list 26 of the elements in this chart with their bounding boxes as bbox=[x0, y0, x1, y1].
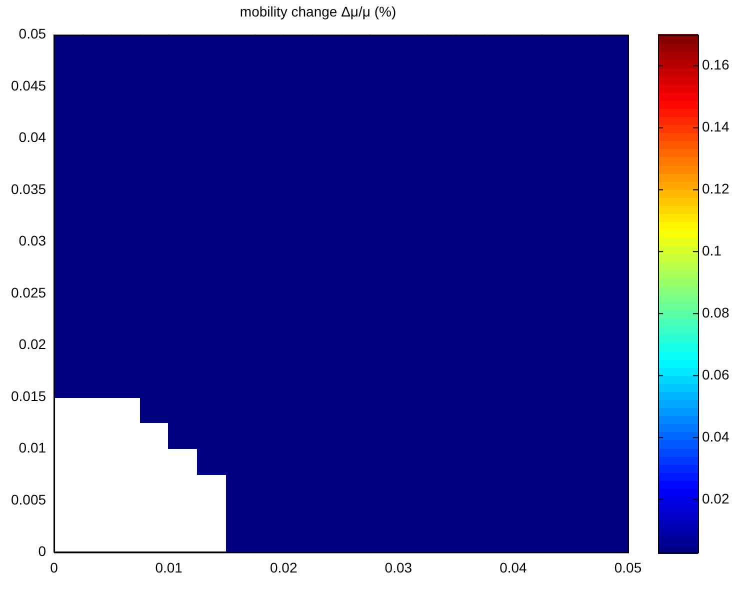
y-tick-label: 0.02 bbox=[18, 336, 46, 352]
y-tick-label: 0.03 bbox=[18, 232, 46, 249]
y-tick-label: 0.025 bbox=[10, 284, 46, 300]
color-bar-label: 0.02 bbox=[702, 490, 730, 506]
color-bar-label: 0.16 bbox=[702, 56, 730, 73]
y-tick-label: 0.05 bbox=[18, 26, 46, 42]
color-bar-label: 0.06 bbox=[702, 366, 730, 382]
color-bar-label: 0.12 bbox=[702, 180, 730, 197]
y-tick-label: 0.01 bbox=[18, 440, 46, 456]
x-tick-label: 0 bbox=[50, 559, 58, 576]
y-tick-label: 0.035 bbox=[10, 180, 46, 197]
color-bar-label: 0.1 bbox=[702, 242, 722, 259]
y-tick-label: 0.045 bbox=[10, 77, 46, 94]
x-tick-label: 0.03 bbox=[384, 559, 412, 576]
y-tick-label: 0.04 bbox=[18, 129, 46, 146]
y-tick-label: 0.005 bbox=[10, 491, 46, 508]
color-bar-label: 0.04 bbox=[702, 428, 730, 444]
chart-title: mobility change Δμ/μ (%) bbox=[240, 3, 396, 20]
y-tick-label: 0 bbox=[38, 543, 46, 560]
color-bar-label: 0.14 bbox=[702, 118, 730, 135]
color-bar-label: 0.08 bbox=[702, 304, 730, 320]
x-tick-label: 0.02 bbox=[270, 559, 298, 576]
x-tick-label: 0.05 bbox=[614, 559, 642, 576]
y-tick-label: 0.015 bbox=[10, 388, 46, 404]
x-tick-label: 0.04 bbox=[500, 559, 528, 576]
x-tick-label: 0.01 bbox=[155, 559, 183, 576]
